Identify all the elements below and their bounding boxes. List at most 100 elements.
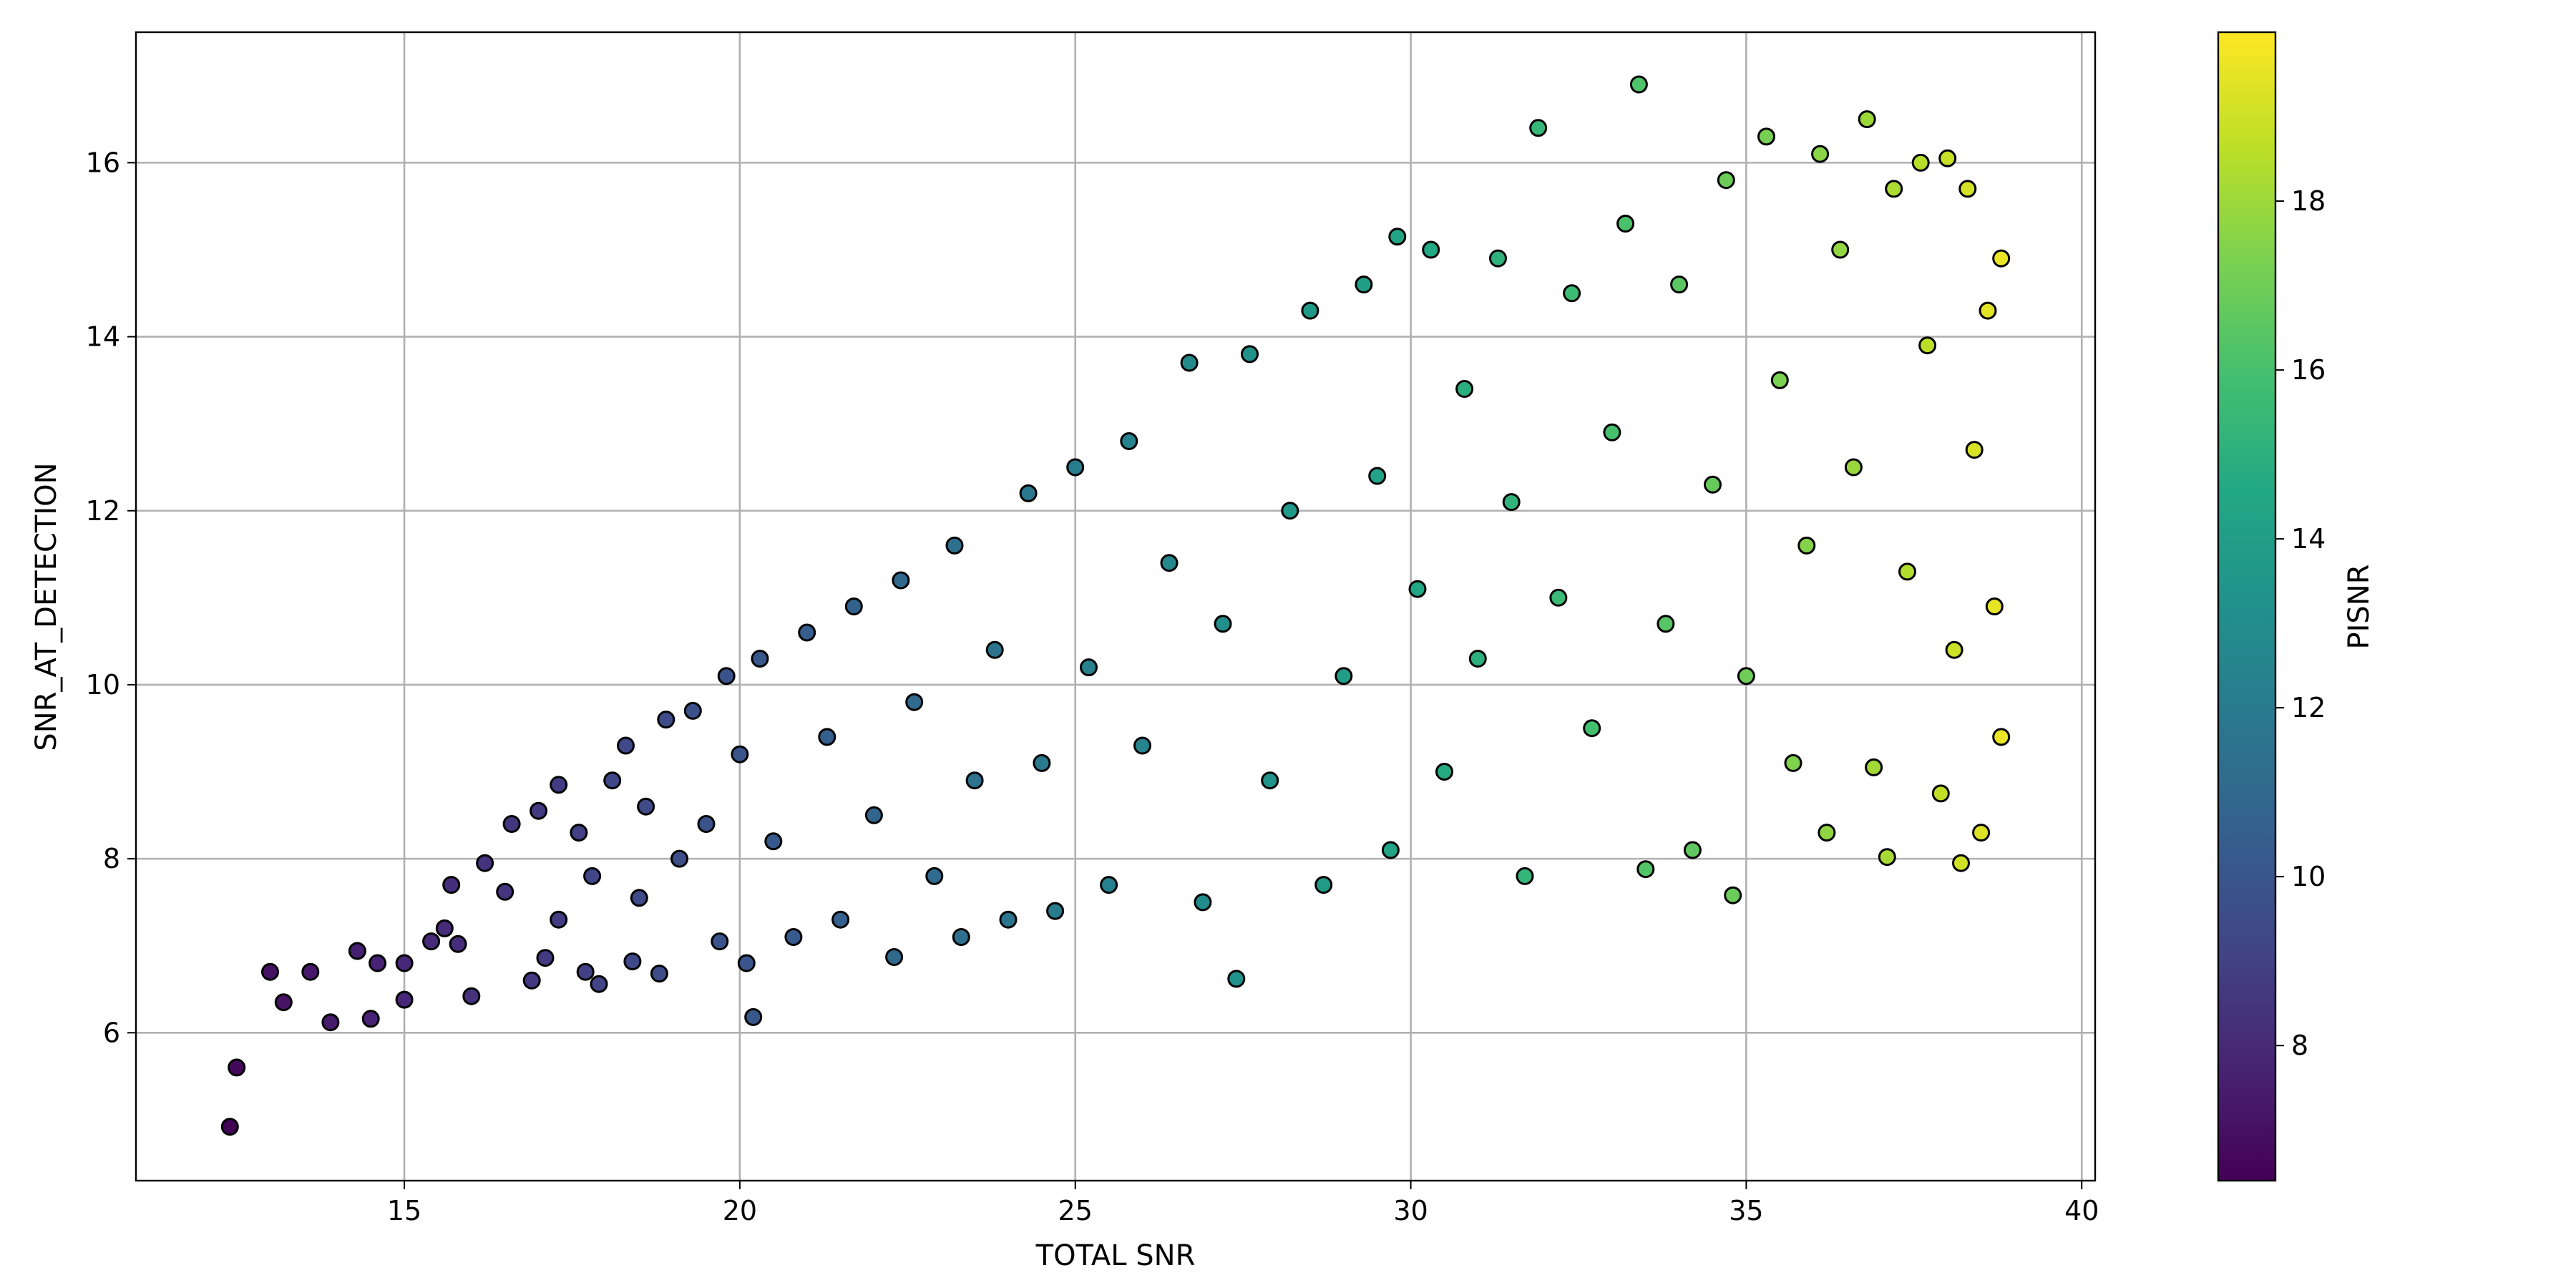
y-axis-label: SNR_AT_DETECTION [30, 462, 63, 751]
scatter-point [603, 771, 622, 790]
colorbar [2217, 31, 2277, 1182]
scatter-point [1965, 441, 1984, 459]
scatter-point [717, 667, 736, 686]
scatter-point [1422, 240, 1440, 259]
scatter-point [590, 975, 608, 993]
scatter-point [1549, 588, 1568, 607]
scatter-point [784, 928, 803, 946]
scatter-point [1683, 841, 1702, 859]
scatter-point [1952, 854, 1970, 872]
scatter-point [1133, 736, 1151, 755]
scatter-point [1455, 380, 1474, 398]
x-axis-ticks: 15 20 25 30 35 40 [387, 1181, 2099, 1226]
y-tick-label: 6 [103, 1017, 120, 1048]
scatter-point [361, 1010, 380, 1028]
scatter-point [1214, 615, 1232, 633]
scatter-point [496, 882, 514, 901]
scatter-point [395, 990, 414, 1009]
scatter-point [449, 935, 467, 953]
scatter-point [1992, 249, 2011, 268]
scatter-point [1878, 848, 1896, 867]
scatter-point [550, 776, 568, 794]
scatter-point [274, 993, 293, 1012]
scatter-point [617, 736, 635, 755]
scatter-point [1180, 353, 1199, 372]
scatter-point [395, 954, 414, 972]
x-tick-label: 30 [1393, 1195, 1428, 1226]
scatter-point [1724, 886, 1742, 904]
grid [136, 32, 2095, 1181]
scatter-point [1381, 841, 1400, 859]
scatter-point [1261, 771, 1279, 790]
scatter-point [1770, 371, 1789, 389]
scatter-point [576, 962, 595, 981]
scatter-point [1945, 640, 1963, 659]
scatter-point [1670, 275, 1689, 294]
scatter-point [1979, 301, 1997, 320]
scatter-point [1583, 719, 1601, 738]
scatter-point [1972, 824, 1991, 842]
colorbar-tick-label: 18 [2291, 185, 2326, 217]
scatter-point [751, 650, 769, 668]
scatter-point [1603, 423, 1621, 441]
colorbar-tick-label: 12 [2291, 692, 2326, 723]
scatter-point [697, 815, 716, 833]
scatter-point [1281, 502, 1299, 520]
scatter-point [1529, 119, 1548, 137]
scatter-point [502, 815, 521, 833]
scatter-point [442, 876, 461, 894]
scatter-point [476, 854, 494, 872]
scatter-point [1502, 493, 1521, 512]
colorbar-label: PISNR [2343, 564, 2376, 649]
scatter-point [999, 910, 1018, 929]
scatter-point [1818, 824, 1836, 842]
x-tick-label: 20 [723, 1195, 757, 1226]
scatter-point [798, 623, 816, 642]
x-axis-label: TOTAL SNR [1035, 1239, 1196, 1272]
scatter-point [623, 952, 642, 971]
y-tick-label: 10 [86, 669, 120, 701]
scatter-point [583, 867, 602, 885]
scatter-point [1831, 240, 1850, 259]
scatter-point [462, 987, 481, 1005]
scatter-point [1046, 902, 1065, 920]
scatter-point [1388, 228, 1407, 246]
scatter-point [1657, 615, 1675, 633]
scatter-point [435, 919, 454, 937]
scatter-point [764, 832, 783, 851]
scatter-point [1918, 336, 1937, 355]
scatter-point [1227, 970, 1246, 988]
scatter-point [1335, 667, 1353, 686]
scatter-point [905, 693, 924, 711]
scatter-point [985, 640, 1004, 659]
scatter-point [1468, 650, 1487, 668]
scatter-point [321, 1013, 340, 1032]
scatter-point [637, 797, 655, 816]
scatter-point [683, 701, 702, 720]
scatter-point [711, 932, 729, 951]
colorbar-ticks: 8 10 12 14 16 18 [2275, 185, 2326, 1061]
scatter-point [650, 965, 668, 983]
scatter-point [1844, 458, 1863, 477]
scatter-point [1885, 180, 1903, 198]
scatter-point [1241, 345, 1259, 364]
scatter-point [422, 932, 441, 951]
scatter-point [1636, 860, 1655, 879]
scatter-point [550, 910, 568, 929]
scatter-point [1992, 728, 2011, 746]
scatter-point [1717, 171, 1735, 190]
scatter-point [731, 745, 749, 763]
scatter-point [1911, 153, 1930, 172]
scatter-point [1985, 597, 2004, 615]
scatter-point [630, 889, 648, 907]
scatter-point [1858, 110, 1876, 129]
colorbar-tick-label: 14 [2291, 523, 2326, 555]
scatter-point [670, 849, 688, 868]
y-tick-label: 14 [86, 321, 120, 353]
scatter-point [1033, 753, 1051, 772]
y-tick-label: 12 [86, 495, 120, 527]
x-tick-label: 15 [387, 1195, 421, 1226]
scatter-point [657, 711, 675, 729]
scatter-point [1066, 458, 1085, 477]
scatter-point [1355, 275, 1373, 294]
